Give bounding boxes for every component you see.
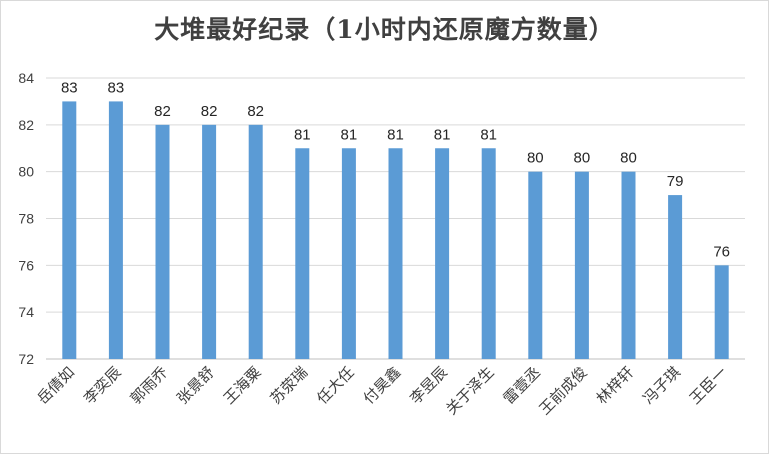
bar-value-label: 80 xyxy=(527,150,544,167)
data-labels: 83 83 82 82 82 81 81 81 81 81 80 80 80 79 76 xyxy=(61,79,730,260)
bar xyxy=(668,195,683,359)
bar xyxy=(295,148,310,359)
bar-value-label: 79 xyxy=(667,173,684,190)
x-tick-label: 任大任 xyxy=(313,363,358,408)
y-axis-ticks: 72 74 76 78 80 82 84 xyxy=(18,70,34,367)
bars xyxy=(62,101,729,360)
bar xyxy=(481,148,496,359)
y-tick-label: 84 xyxy=(18,70,34,86)
bar-value-label: 83 xyxy=(108,79,125,96)
bar xyxy=(62,101,77,360)
bar-value-label: 83 xyxy=(61,79,78,96)
bar-value-label: 82 xyxy=(247,103,264,120)
x-tick-label: 林梓轩 xyxy=(593,363,638,408)
bar xyxy=(155,124,170,359)
bar-value-label: 81 xyxy=(434,126,451,143)
bar xyxy=(341,148,356,359)
y-tick-label: 76 xyxy=(18,257,34,273)
x-tick-label: 王前成俊 xyxy=(536,363,591,418)
y-tick-label: 74 xyxy=(18,304,34,320)
y-tick-label: 80 xyxy=(18,164,34,180)
bar xyxy=(528,171,543,359)
x-tick-label: 付昊鑫 xyxy=(360,363,405,408)
y-tick-label: 82 xyxy=(18,117,34,133)
bar-value-label: 76 xyxy=(713,243,730,260)
x-tick-label: 郭雨乔 xyxy=(127,363,172,408)
bar xyxy=(248,124,263,359)
x-tick-label: 李昱辰 xyxy=(406,363,451,408)
bar xyxy=(621,171,636,359)
x-tick-label: 岳倩如 xyxy=(34,363,79,408)
bar-value-label: 80 xyxy=(620,150,637,167)
bar-value-label: 81 xyxy=(387,126,404,143)
chart-title: 大堆最好纪录（1小时内还原魔方数量） xyxy=(154,15,615,44)
x-tick-label: 雷壹丞 xyxy=(500,363,545,408)
bar xyxy=(388,148,403,359)
y-tick-label: 72 xyxy=(18,351,34,367)
bar-value-label: 81 xyxy=(341,126,358,143)
x-tick-label: 王臣一 xyxy=(686,363,731,408)
bar xyxy=(714,265,729,359)
bar xyxy=(435,148,450,359)
bar-value-label: 82 xyxy=(201,103,218,120)
x-tick-label: 王海粟 xyxy=(220,363,265,408)
bar xyxy=(574,171,589,359)
x-tick-label: 李奕辰 xyxy=(80,363,125,408)
x-tick-label: 苏荥瑞 xyxy=(267,363,312,408)
y-tick-label: 78 xyxy=(18,211,34,227)
bar xyxy=(202,124,217,359)
x-tick-label: 关于泽生 xyxy=(442,363,497,418)
bar-value-label: 80 xyxy=(574,150,591,167)
bar xyxy=(108,101,123,360)
bar-value-label: 81 xyxy=(480,126,497,143)
bar-value-label: 81 xyxy=(294,126,311,143)
bar-value-label: 82 xyxy=(154,103,171,120)
x-tick-label: 冯子琪 xyxy=(639,363,684,408)
x-tick-label: 张景舒 xyxy=(173,363,218,408)
